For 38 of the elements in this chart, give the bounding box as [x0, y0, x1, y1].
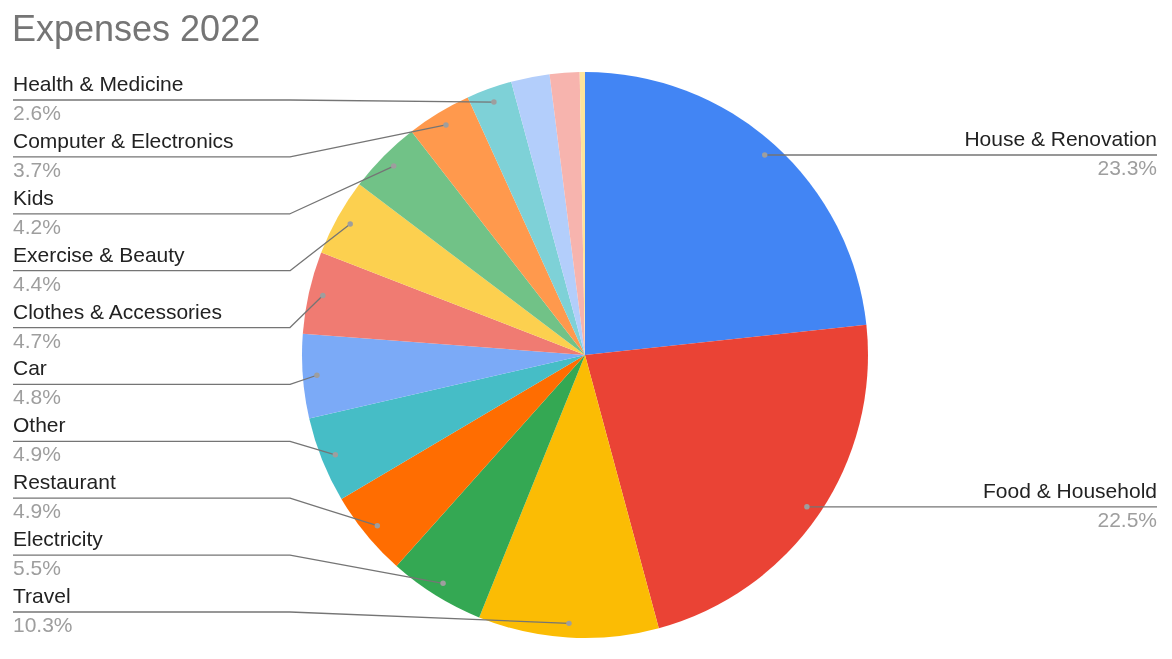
slice-label: Exercise & Beauty: [13, 242, 186, 266]
slice-label: Other: [13, 413, 66, 437]
pie-slice: [302, 252, 585, 355]
pie-slice: [585, 324, 868, 629]
pie-slice: [341, 355, 585, 567]
data-label: 4.8%: [13, 385, 61, 409]
data-label: 5.5%: [13, 556, 61, 580]
slice-label: Restaurant: [13, 470, 116, 494]
slice-label: Health & Medicine: [13, 72, 184, 95]
data-label: 3.7%: [13, 157, 61, 181]
chart-title: Expenses 2022: [12, 8, 261, 49]
data-label: 23.3%: [1097, 156, 1157, 180]
data-label: 4.7%: [13, 328, 61, 352]
data-label: 4.4%: [13, 271, 61, 295]
pie-slice: [585, 72, 867, 355]
data-label: 2.6%: [13, 101, 61, 124]
data-label: 4.9%: [13, 499, 61, 523]
slice-label: Car: [13, 356, 47, 380]
slice-label: Food & Household: [983, 478, 1157, 502]
pie-slice: [321, 184, 585, 355]
data-label: 22.5%: [1097, 507, 1157, 531]
data-label: 4.2%: [13, 214, 61, 238]
slice-label: Travel: [13, 584, 71, 607]
pie-slice: [411, 97, 585, 355]
pie-slice: [467, 81, 585, 355]
pie-slice: [511, 74, 585, 355]
data-label: 10.3%: [13, 613, 73, 636]
slice-label: Electricity: [13, 527, 104, 551]
slice-label: House & Renovation: [964, 127, 1157, 151]
pie-slice: [479, 355, 659, 638]
slice-label: Kids: [13, 185, 54, 209]
data-label: 4.9%: [13, 442, 61, 466]
slice-label: Computer & Electronics: [13, 128, 234, 152]
pie-slice: [396, 355, 585, 618]
slice-label: Clothes & Accessories: [13, 299, 222, 323]
pie-slice: [309, 355, 585, 500]
pie-slice: [302, 333, 585, 419]
pie-slice: [359, 131, 585, 355]
